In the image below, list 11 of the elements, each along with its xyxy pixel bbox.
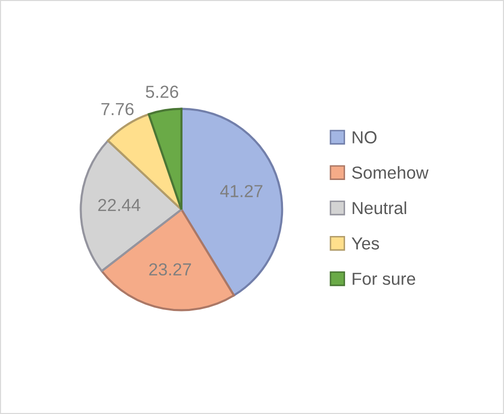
pie-slice <box>148 108 182 211</box>
legend-label: NO <box>352 131 377 144</box>
legend-label: For sure <box>352 272 416 285</box>
data-label: 5.26 <box>146 86 178 98</box>
data-label: 22.44 <box>98 198 140 211</box>
data-label: 7.76 <box>101 102 134 116</box>
data-label: 23.27 <box>149 263 191 276</box>
data-label: 41.27 <box>220 184 262 198</box>
legend-label: Somehow <box>352 166 429 179</box>
legend-label: Neutral <box>352 201 406 214</box>
legend-label: Yes <box>352 237 380 250</box>
